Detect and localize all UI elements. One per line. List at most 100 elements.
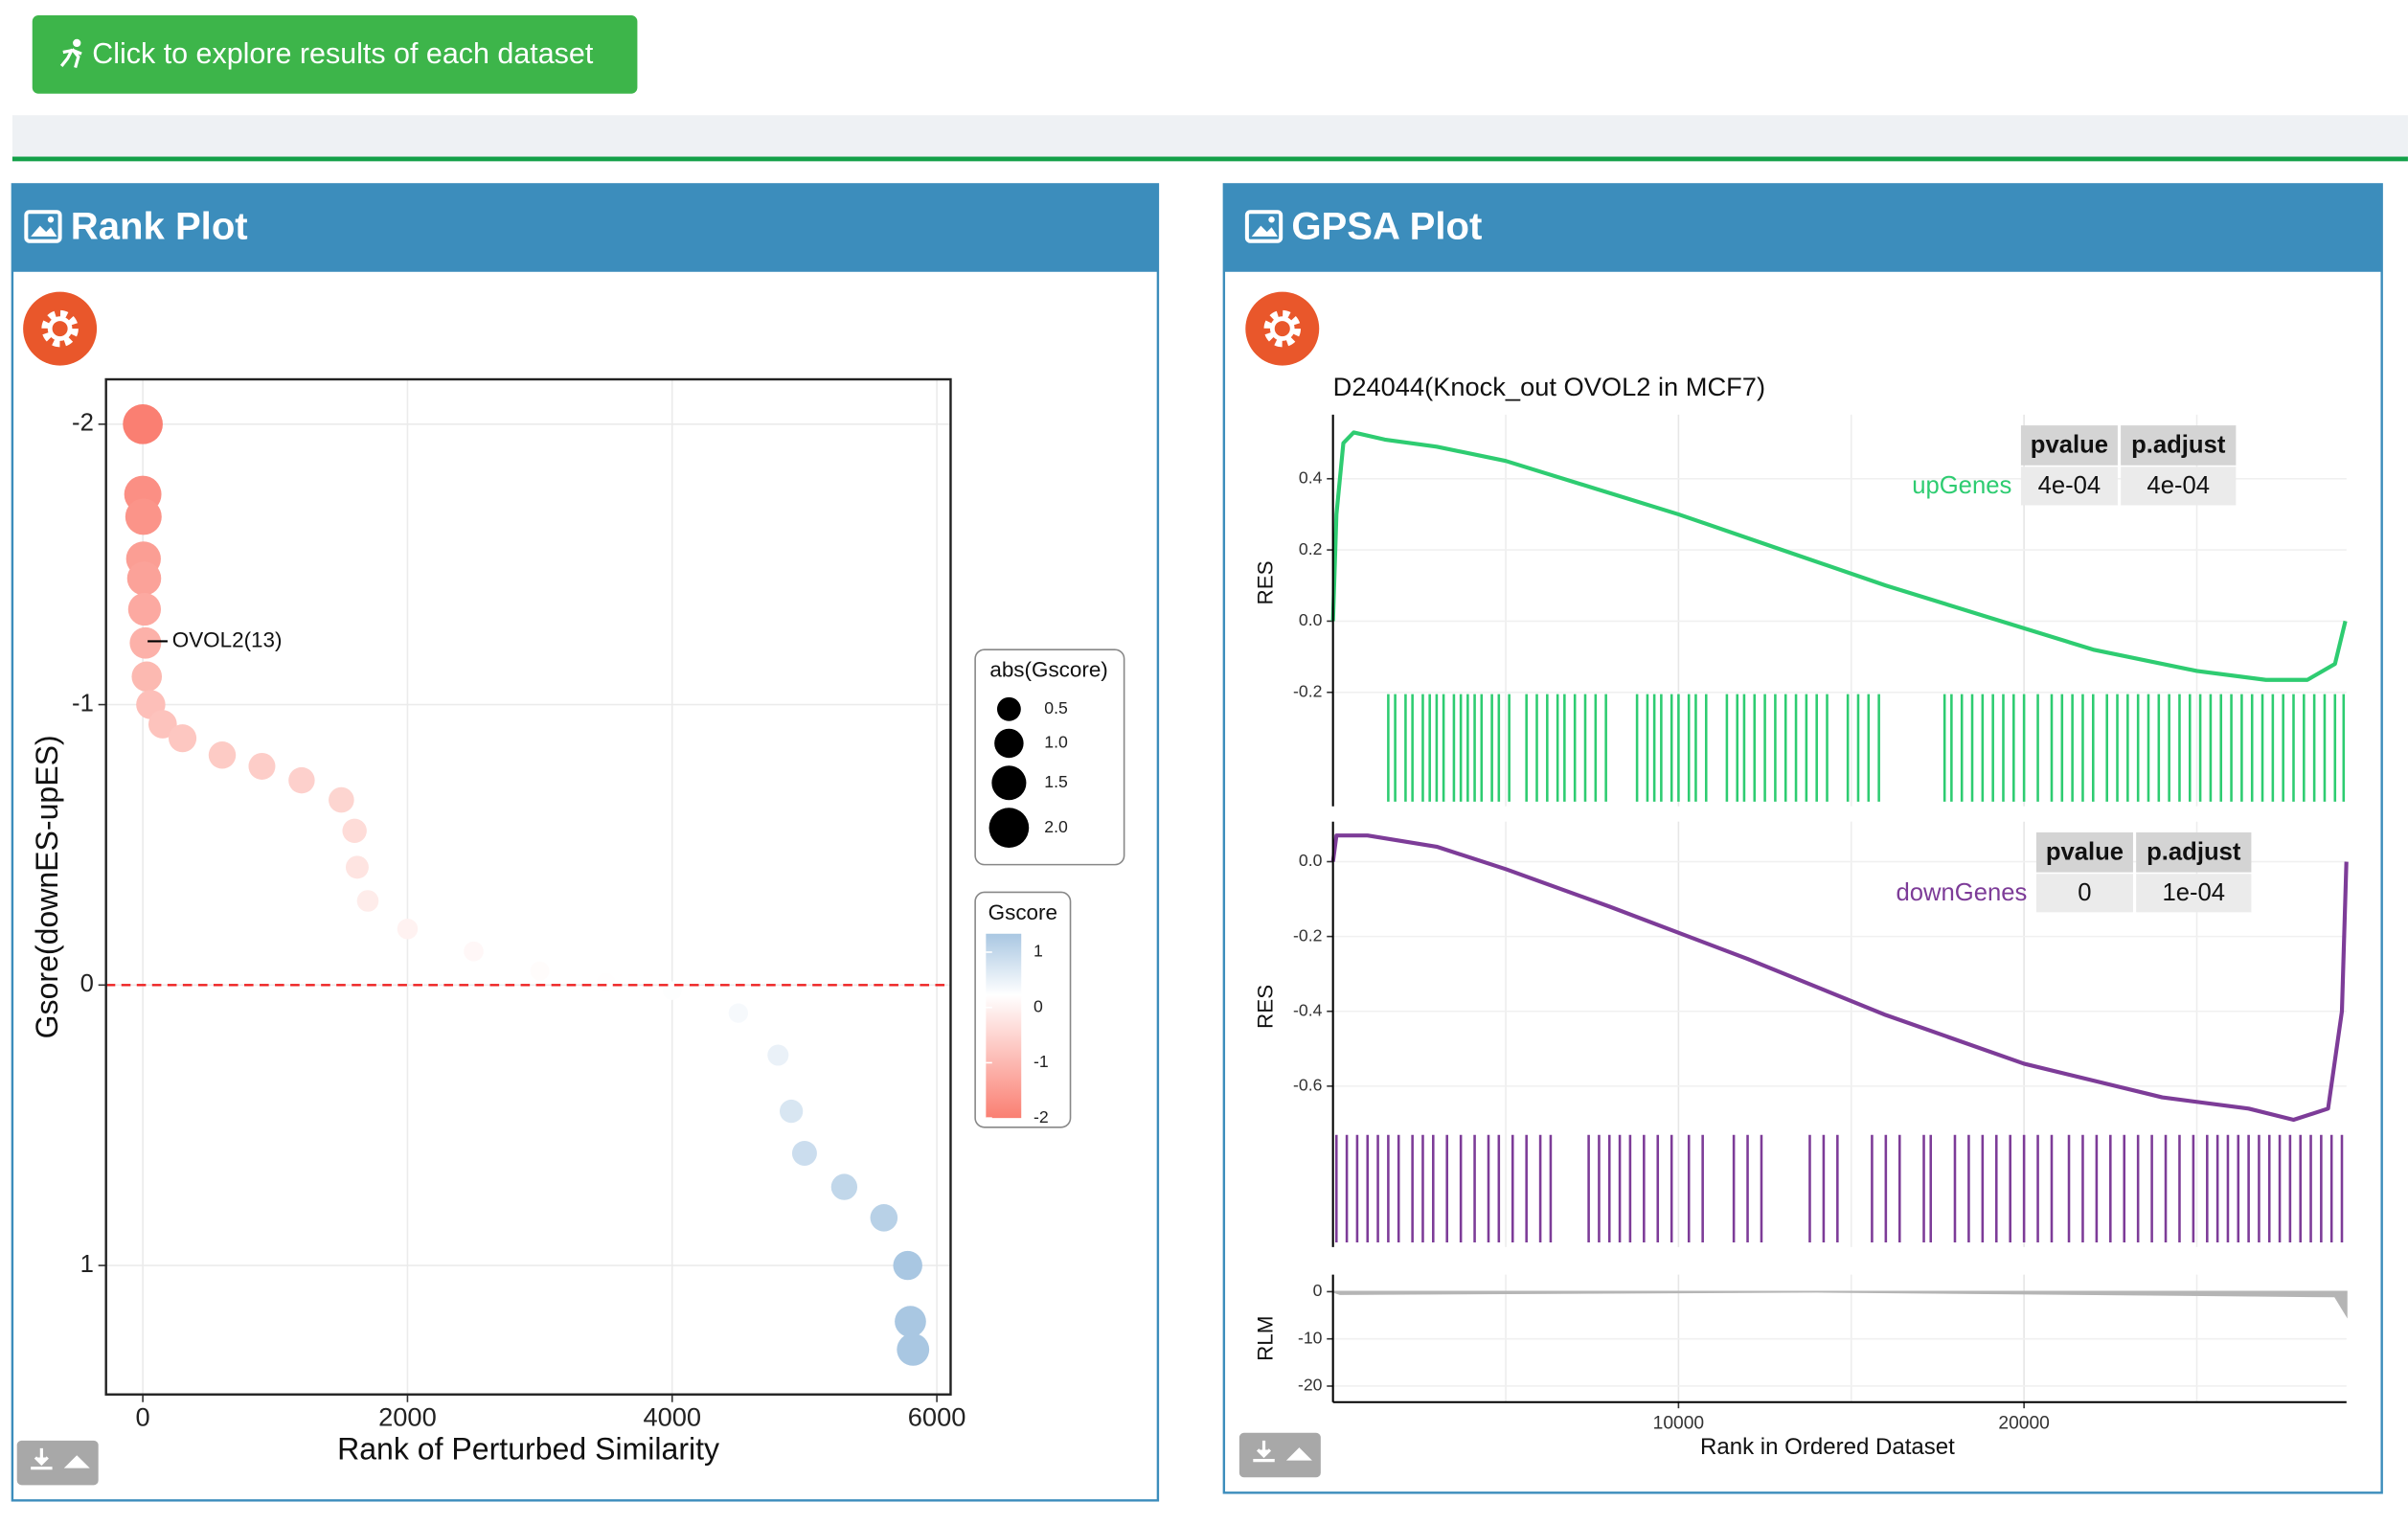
table-header-cell <box>2136 831 2252 873</box>
rank-box-title: Rank Plot <box>71 205 248 247</box>
point <box>168 724 197 753</box>
size-legend-key <box>991 765 1027 801</box>
table-cell-text: 4e-04 <box>2038 472 2101 499</box>
point <box>345 855 369 879</box>
point <box>123 403 163 444</box>
x-tick-label: 10000 <box>1653 1413 1704 1433</box>
y-axis-label: RES <box>1254 985 1278 1029</box>
table-cell <box>2136 874 2252 913</box>
point <box>356 890 379 912</box>
color-bar-label: -2 <box>1034 1107 1049 1127</box>
image-icon <box>1244 210 1284 243</box>
point <box>897 1332 930 1366</box>
rank-box-header <box>11 184 1158 272</box>
color-bar-label: 0 <box>1034 996 1043 1015</box>
table-header: pvalue <box>2046 838 2124 865</box>
table-header: p.adjust <box>2131 432 2226 459</box>
x-tick-label: 0 <box>136 1402 150 1432</box>
tab-strip <box>11 115 2408 159</box>
x-axis-label: Rank of Perturbed Similarity <box>337 1432 719 1467</box>
table-cell <box>2121 467 2237 506</box>
size-legend-key <box>996 696 1021 721</box>
point <box>893 1250 922 1281</box>
y-tick-label: -10 <box>1298 1328 1323 1347</box>
point <box>342 818 367 844</box>
point <box>329 786 354 813</box>
table-cell-text: 0 <box>2078 879 2091 906</box>
point <box>530 961 550 981</box>
table-header-cell <box>2020 425 2118 466</box>
y-tick-label: 0 <box>80 970 94 997</box>
point <box>791 1140 817 1166</box>
settings-button[interactable] <box>23 291 98 366</box>
gpsa-box-title: GPSA Plot <box>1291 205 1482 247</box>
table-header-cell <box>2035 831 2133 873</box>
point <box>208 741 237 769</box>
settings-button[interactable] <box>1245 291 1320 366</box>
tab-rule <box>11 156 2408 162</box>
point <box>870 1204 898 1232</box>
size-legend-label: 0.5 <box>1044 698 1068 717</box>
y-tick-label: 0.0 <box>1299 851 1323 870</box>
y-tick-label: 0 <box>1313 1281 1323 1300</box>
y-tick-label: 0.0 <box>1299 610 1323 629</box>
color-bar-label: 1 <box>1034 942 1043 961</box>
point <box>126 561 162 596</box>
size-legend-label: 1.5 <box>1044 772 1068 791</box>
point <box>248 752 276 780</box>
point <box>464 941 484 962</box>
y-tick-label: -20 <box>1298 1376 1323 1395</box>
rlm-area <box>1331 1290 2348 1319</box>
table-row-name: upGenes <box>1912 472 2011 499</box>
y-axis-label: RLM <box>1254 1316 1278 1361</box>
color-legend-title: Gscore <box>988 900 1057 924</box>
point <box>397 919 419 940</box>
size-legend-key <box>988 808 1030 848</box>
y-tick-label: -0.2 <box>1293 925 1322 945</box>
size-legend-label: 1.0 <box>1044 733 1068 752</box>
y-axis-label: Gsore(downES-upES) <box>30 735 64 1038</box>
y-tick-label: -0.6 <box>1293 1076 1323 1095</box>
size-legend-label: 2.0 <box>1044 817 1068 836</box>
y-tick-label: 0.4 <box>1299 467 1323 487</box>
point <box>125 498 162 535</box>
table-cell <box>2020 467 2118 506</box>
x-tick-label: 6000 <box>908 1402 966 1432</box>
res-line <box>1330 833 2349 1123</box>
point <box>131 661 163 693</box>
table-cell-text: 4e-04 <box>2147 472 2210 499</box>
y-tick-label: -0.2 <box>1293 681 1322 700</box>
table-cell <box>2035 874 2133 913</box>
point <box>127 592 162 626</box>
point <box>129 626 162 659</box>
x-axis-label: Rank in Ordered Dataset <box>1700 1434 1955 1460</box>
table-cell-text: 1e-04 <box>2162 879 2225 906</box>
download-button[interactable] <box>16 1440 99 1486</box>
color-bar <box>986 933 1022 1119</box>
explore-button[interactable]: Click to explore results of each dataset <box>32 15 638 94</box>
size-legend-title: abs(Gscore) <box>989 658 1107 682</box>
size-legend-key <box>994 728 1024 759</box>
color-bar-label: -1 <box>1034 1052 1049 1071</box>
point <box>767 1044 789 1066</box>
x-tick-label: 2000 <box>378 1402 437 1432</box>
button-background[interactable] <box>32 15 638 94</box>
table-header-cell <box>2121 425 2237 466</box>
download-button[interactable] <box>1238 1432 1321 1478</box>
point <box>728 1003 749 1023</box>
point <box>288 766 315 794</box>
y-tick-label: 0.2 <box>1299 539 1323 558</box>
point <box>148 710 177 739</box>
x-tick-label: 20000 <box>1998 1413 2049 1433</box>
plot-frame <box>104 377 952 1396</box>
y-tick-label: -0.4 <box>1293 1000 1323 1019</box>
y-tick-label: -2 <box>72 410 94 437</box>
plot-background <box>105 378 951 1395</box>
annotation-label: OVOL2(13) <box>172 627 283 651</box>
y-axis-label: RES <box>1254 560 1278 604</box>
run-icon <box>59 38 82 68</box>
button-label[interactable]: Click to explore results of each dataset <box>92 37 594 70</box>
gpsa-title: D24044(Knock_out OVOL2 in MCF7) <box>1333 372 1765 401</box>
